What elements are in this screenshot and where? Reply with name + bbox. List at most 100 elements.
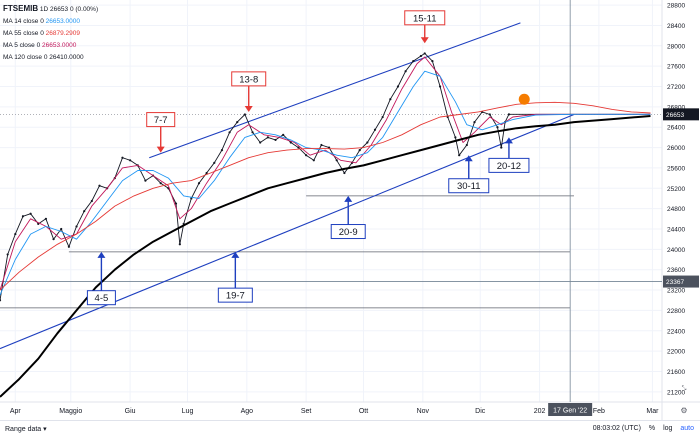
annotation-label: 15-11	[413, 13, 437, 24]
price-point	[320, 143, 323, 147]
price-point	[454, 136, 457, 139]
price-point	[473, 121, 476, 124]
legend-ma14-value: 26653.0000	[45, 18, 80, 25]
legend-interval[interactable]: 1D	[39, 6, 49, 13]
legend-ma55[interactable]: MA 55 close 0 26879.2909	[3, 28, 98, 40]
annotation-arrowhead	[344, 195, 353, 202]
price-point	[213, 161, 216, 164]
price-point	[389, 98, 392, 101]
price-tick-label: 28400	[667, 23, 685, 30]
price-point	[98, 184, 101, 187]
price-point	[297, 146, 300, 149]
time-tick-label: Apr	[10, 408, 22, 415]
legend-ma5-value: 26653.0000	[42, 42, 77, 49]
date-range-button[interactable]: Range data ▾	[5, 426, 47, 433]
price-point	[381, 115, 384, 119]
price-chart[interactable]: 21200 21600 22000 22400 22800 23200 23600 24000…	[0, 0, 700, 420]
price-point	[121, 156, 124, 159]
orange-marker	[518, 93, 530, 105]
legend-ma120[interactable]: MA 120 close 0 26410.0000	[3, 52, 98, 64]
settings-gear-icon[interactable]: ⚙	[680, 406, 687, 415]
price-point	[90, 199, 93, 203]
price-point	[423, 52, 426, 55]
time-tick-label: Giu	[125, 408, 136, 415]
auto-toggle[interactable]: auto	[680, 425, 694, 432]
price-point	[259, 141, 262, 144]
annotation-box	[448, 178, 490, 194]
legend-ma14[interactable]: MA 14 close 0 26653.0000	[3, 16, 98, 28]
price-point	[507, 113, 511, 116]
price-point	[458, 154, 461, 157]
price-tick-label: 23200	[667, 288, 685, 295]
last-price-label: 26653	[666, 112, 684, 119]
time-tick-label: Mar	[646, 408, 659, 415]
price-tick-label: 21200	[667, 389, 685, 396]
price-tick-label: 28000	[667, 43, 685, 50]
price-tick-label: 22400	[667, 328, 685, 335]
time-tick-label: Nov	[417, 408, 430, 415]
price-tick-label: 22800	[667, 308, 685, 315]
legend-last: 26653	[50, 6, 69, 13]
annotation-label: 20-9	[339, 227, 358, 238]
clock-readout[interactable]: 08:03:02 (UTC)	[592, 425, 641, 432]
crosshair-date-tag	[548, 403, 593, 416]
log-toggle[interactable]: log	[663, 425, 673, 432]
price-point	[220, 149, 224, 152]
crosshair-date-label: 17 Gen '22	[553, 408, 587, 415]
annotation-label: 4-5	[95, 293, 109, 304]
time-tick-label: Ott	[359, 408, 368, 415]
trend-channel-line	[149, 22, 521, 159]
date-range-label: Range data	[5, 426, 42, 433]
price-point	[197, 182, 201, 185]
price-point	[412, 59, 415, 63]
annotation-label: 7-7	[154, 115, 168, 126]
series-line-2	[0, 70, 651, 296]
percent-toggle[interactable]: %	[648, 425, 656, 432]
price-point	[373, 128, 377, 131]
series-line-4	[0, 115, 651, 398]
annotation-arrowhead	[420, 37, 429, 44]
zoom-reset-icon[interactable]: ⤡	[682, 385, 687, 392]
legend-ma14-label: MA 14 close 0	[3, 18, 44, 25]
annotation-box	[86, 290, 116, 306]
price-tick-label: 28800	[667, 3, 685, 10]
annotation-arrowhead	[504, 137, 513, 144]
price-tick-label: 26000	[667, 145, 685, 152]
price-tick-label: 26400	[667, 125, 685, 132]
price-point	[236, 121, 239, 124]
price-point	[29, 212, 32, 215]
price-point	[289, 141, 292, 144]
price-point	[431, 59, 434, 63]
annotation-box	[488, 157, 530, 173]
price-point	[190, 197, 193, 200]
time-tick-label: Lug	[182, 408, 194, 415]
series-line-3	[0, 101, 651, 291]
price-tick-label: 24000	[667, 247, 685, 254]
price-point	[496, 126, 499, 129]
annotation-box	[146, 112, 176, 128]
time-tick-label: Set	[301, 408, 312, 415]
price-point	[178, 243, 181, 246]
price-point	[343, 171, 346, 175]
legend-ma5[interactable]: MA 5 close 0 26653.0000	[3, 40, 98, 52]
price-point	[305, 154, 308, 157]
price-tick-label: 25600	[667, 165, 685, 172]
time-tick-label: Maggio	[59, 408, 82, 415]
price-point	[500, 146, 503, 149]
price-tick-label: 27200	[667, 84, 685, 91]
annotation-label: 20-12	[497, 161, 521, 172]
annotation-arrowhead	[231, 251, 240, 258]
time-tick-label: Feb	[593, 408, 605, 415]
annotation-arrowhead	[464, 155, 473, 162]
price-point	[67, 245, 70, 248]
price-point	[6, 253, 9, 256]
time-tick-label: 202	[534, 408, 546, 415]
annotation-arrowhead	[97, 251, 106, 258]
price-point	[21, 215, 25, 218]
price-point	[465, 143, 468, 147]
price-point	[243, 113, 247, 116]
price-point	[44, 217, 48, 220]
price-point	[282, 133, 285, 136]
legend-symbol[interactable]: FTSEMIB	[3, 4, 39, 13]
price-point	[228, 131, 231, 134]
